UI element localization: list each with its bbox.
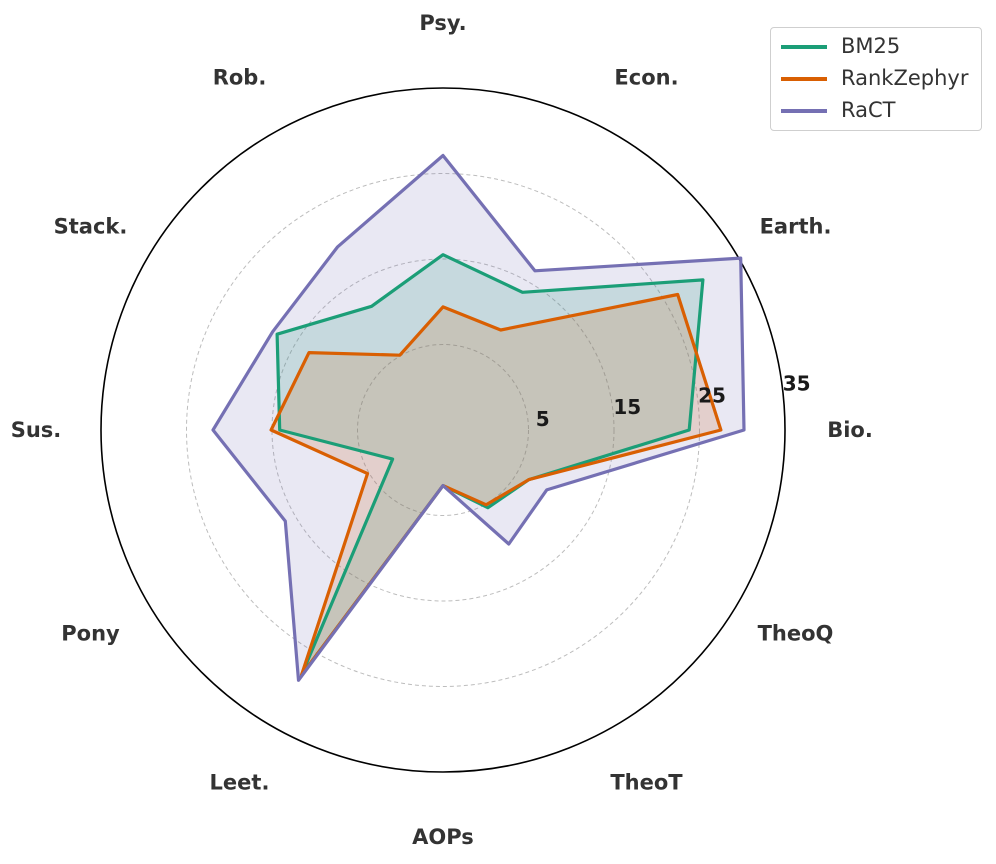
legend-swatch-rankzephyr bbox=[781, 77, 827, 81]
legend-item-bm25: BM25 bbox=[771, 32, 981, 62]
category-label-stack: Stack. bbox=[54, 215, 128, 239]
category-label-sus: Sus. bbox=[11, 418, 62, 442]
category-label-rob: Rob. bbox=[213, 66, 267, 90]
category-label-psy: Psy. bbox=[419, 11, 466, 35]
legend: BM25 RankZephyr RaCT bbox=[770, 27, 982, 131]
outer-frame bbox=[100, 87, 786, 773]
legend-swatch-ract bbox=[781, 109, 827, 113]
legend-label-ract: RaCT bbox=[841, 98, 896, 122]
legend-label-rankzephyr: RankZephyr bbox=[841, 66, 969, 90]
series-line-rankzephyr bbox=[269, 292, 723, 677]
radial-tick-label-35: 35 bbox=[783, 371, 811, 395]
category-label-pony: Pony bbox=[61, 622, 120, 646]
category-label-econ: Econ. bbox=[614, 66, 678, 90]
category-label-theot: TheoT bbox=[610, 771, 683, 795]
radial-tick-label-5: 5 bbox=[536, 407, 550, 431]
series-line-ract bbox=[211, 153, 746, 682]
series-fill-bm25 bbox=[277, 254, 703, 676]
legend-item-ract: RaCT bbox=[771, 96, 981, 126]
gridline-circle-5 bbox=[357, 344, 529, 516]
category-label-earth: Earth. bbox=[760, 215, 832, 239]
series-line-bm25 bbox=[275, 253, 705, 677]
legend-item-rankzephyr: RankZephyr bbox=[771, 64, 981, 94]
category-label-theoq: TheoQ bbox=[758, 622, 834, 646]
legend-swatch-bm25 bbox=[781, 45, 827, 49]
series-fill-rankzephyr bbox=[271, 294, 721, 676]
category-label-bio: Bio. bbox=[827, 418, 873, 442]
gridline-circle-15 bbox=[271, 258, 615, 602]
category-label-leet: Leet. bbox=[210, 771, 270, 795]
radial-tick-label-25: 25 bbox=[698, 383, 726, 407]
radial-tick-label-15: 15 bbox=[613, 395, 641, 419]
category-label-aops: AOPs bbox=[412, 825, 474, 849]
gridline-circle-25 bbox=[186, 173, 700, 687]
legend-label-bm25: BM25 bbox=[841, 34, 901, 58]
